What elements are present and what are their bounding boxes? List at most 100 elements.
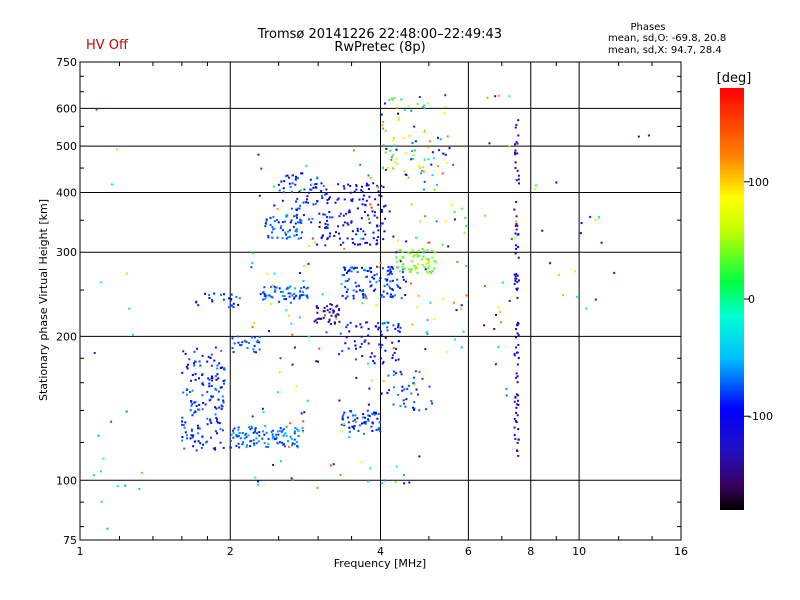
tick-labels: 1 2 4 6 8 10 16 75 100 200 300 400 500 600 750 [56, 56, 688, 558]
echo-point [241, 432, 244, 435]
echo-point [232, 306, 235, 309]
echo-point [312, 186, 315, 189]
echo-point [425, 331, 428, 333]
echo-point [388, 273, 391, 276]
echo-point [295, 209, 298, 212]
echo-point [413, 401, 416, 404]
echo-point [343, 187, 346, 190]
echo-point [265, 220, 268, 222]
echo-point [212, 395, 215, 398]
echo-point [367, 403, 370, 406]
echo-point [555, 181, 558, 184]
echo-point [284, 432, 287, 435]
echo-point [201, 408, 204, 411]
echo-point [401, 265, 404, 268]
echo-point [377, 236, 380, 238]
echo-point [201, 435, 204, 438]
echo-point [415, 388, 418, 391]
echo-point [427, 241, 430, 244]
echo-point [396, 284, 399, 287]
echo-point [353, 418, 356, 421]
echo-point [534, 184, 537, 187]
echo-point [348, 268, 351, 271]
echo-point [391, 272, 393, 275]
echo-point [402, 278, 405, 281]
echo-point [515, 287, 518, 290]
title-line-2: RwPretec (8p) [334, 40, 426, 55]
echo-point [235, 296, 238, 298]
echo-point [365, 184, 368, 187]
echo-point [585, 307, 588, 310]
echo-point [274, 289, 277, 292]
echo-point [238, 446, 241, 449]
echo-point [141, 471, 143, 474]
echo-point [421, 377, 424, 380]
echo-point [220, 293, 222, 296]
echo-point [286, 287, 289, 289]
echo-point [377, 190, 380, 193]
echo-point [326, 199, 329, 201]
echo-point [384, 349, 387, 352]
echo-point [516, 332, 519, 335]
echo-point [344, 268, 346, 271]
echo-point [99, 470, 102, 473]
echo-point [385, 321, 388, 324]
echo-point [301, 172, 304, 175]
echo-point [210, 364, 213, 367]
echo-point [311, 183, 314, 186]
echo-point [343, 411, 346, 414]
echo-point [228, 297, 230, 300]
echo-point [285, 434, 288, 437]
echo-point [379, 430, 382, 433]
echo-point [366, 409, 369, 412]
echo-point [324, 213, 327, 216]
echo-point [253, 350, 256, 353]
echo-point [516, 449, 518, 452]
echo-point [254, 431, 257, 434]
echo-point [518, 182, 520, 185]
echo-point [515, 201, 518, 203]
echo-point [517, 399, 519, 402]
echo-point [191, 389, 194, 392]
echo-point [289, 285, 292, 288]
echo-point [285, 237, 288, 240]
echo-point [254, 476, 257, 479]
echo-point [182, 424, 185, 426]
echo-point [284, 175, 287, 178]
echo-point [426, 332, 429, 335]
echo-point [508, 299, 511, 302]
echo-point [517, 438, 520, 441]
echo-point [580, 222, 583, 225]
echo-point [412, 157, 415, 160]
echo-point [248, 342, 250, 345]
echo-point [338, 309, 340, 312]
echo-point [333, 310, 335, 313]
echo-point [265, 295, 267, 298]
echo-point [197, 304, 200, 307]
echo-point [380, 330, 383, 333]
echo-point [210, 395, 213, 398]
echo-point [343, 274, 346, 277]
echo-point [380, 184, 383, 187]
echo-point [452, 301, 455, 304]
echo-point [332, 311, 335, 314]
echo-point [397, 118, 400, 121]
echo-point [346, 237, 349, 240]
echo-point [365, 182, 368, 185]
echo-point [500, 321, 503, 324]
echo-point [191, 436, 194, 439]
echo-point [193, 401, 196, 404]
echo-point [198, 403, 201, 406]
echo-point [541, 229, 544, 232]
echo-point [401, 389, 404, 392]
echo-point [281, 237, 284, 239]
echo-point [395, 372, 397, 375]
echo-point [353, 340, 356, 343]
echo-point [425, 408, 428, 411]
echo-point [396, 326, 399, 329]
echo-point [303, 265, 306, 267]
echo-point [204, 403, 207, 406]
echo-point [412, 255, 415, 258]
echo-point [378, 343, 381, 346]
echo-point [270, 295, 273, 298]
